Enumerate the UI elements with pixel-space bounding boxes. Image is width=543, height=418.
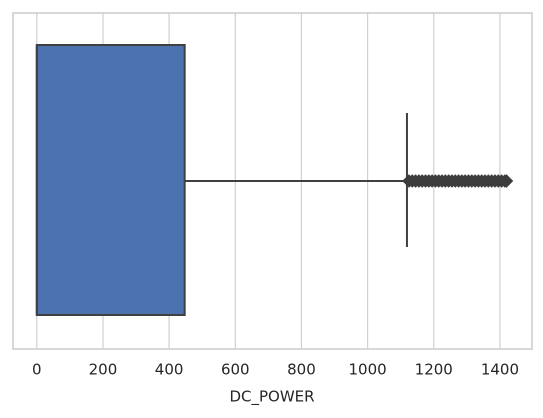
x-tick-label: 200: [89, 361, 118, 379]
x-tick-label: 0: [32, 361, 42, 379]
x-tick-label: 1000: [349, 361, 387, 379]
x-tick-label: 400: [155, 361, 184, 379]
x-tick-label: 800: [287, 361, 316, 379]
box: [35, 44, 186, 316]
x-tick-label: 1400: [481, 361, 519, 379]
plot-frame: [12, 12, 533, 350]
x-tick-label: 1200: [415, 361, 453, 379]
outlier: [499, 174, 514, 188]
x-tick-label: 600: [221, 361, 250, 379]
x-axis-label: DC_POWER: [229, 388, 314, 407]
